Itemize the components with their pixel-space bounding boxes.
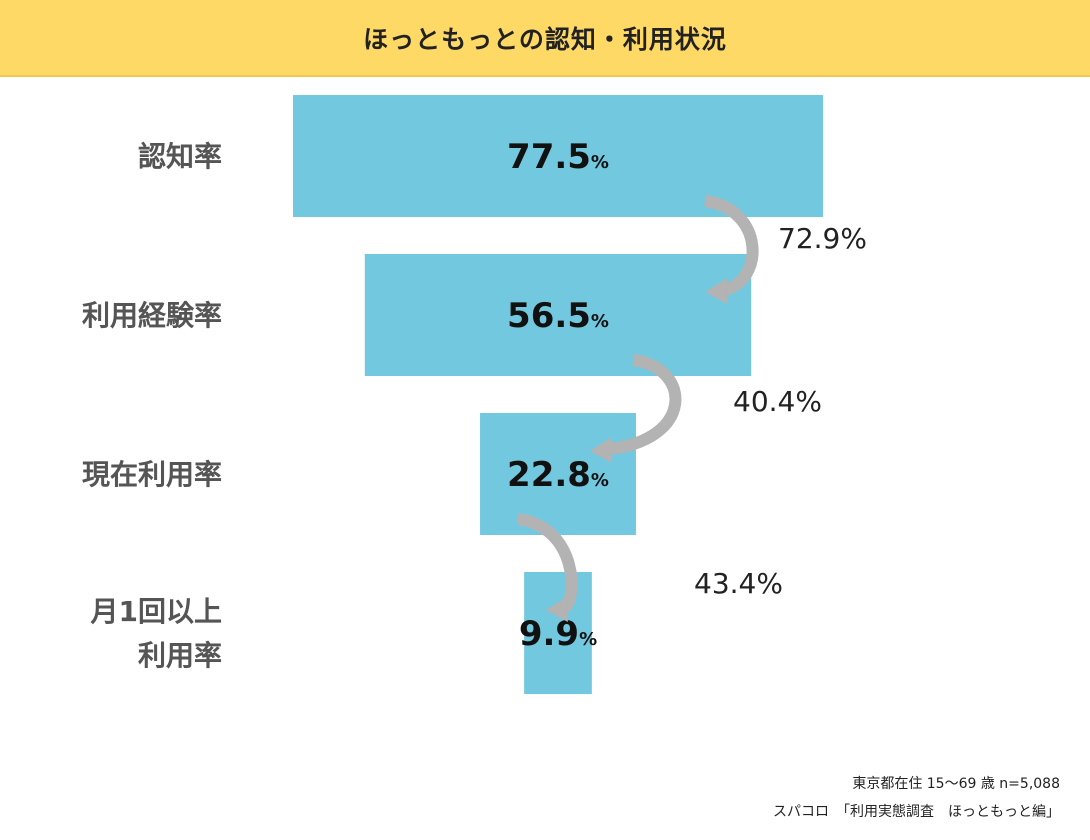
sample-note: 東京都在住 15〜69 歳 n=5,088 [852, 776, 1060, 792]
arrow-head [545, 596, 568, 622]
conversion-rate-label: 40.4% [733, 385, 822, 418]
funnel-bar [364, 254, 752, 376]
arrow-head [705, 278, 728, 304]
conversion-arrow [703, 195, 759, 296]
category-label: 認知率 [138, 140, 222, 173]
bar-value-label: 22.8% [507, 455, 609, 495]
arrow-head [589, 437, 612, 463]
funnel-bar [293, 95, 823, 217]
conversion-rate-label: 72.9% [778, 222, 867, 255]
bar-value-label: 9.9% [519, 614, 597, 654]
conversion-rate-label: 43.4% [694, 567, 783, 600]
category-label: 現在利用率 [82, 458, 222, 491]
funnel-bar [480, 413, 636, 535]
conversion-arrow [607, 354, 682, 455]
funnel-bar [524, 572, 592, 694]
bar-value-label: 56.5% [507, 296, 609, 336]
source-credit: スパコロ 「利用実態調査 ほっともっと編」 [773, 804, 1060, 820]
bar-value-label: 77.5% [507, 137, 609, 177]
category-label: 利用経験率 [82, 299, 222, 332]
source-note: 東京都在住 15〜69 歳 n=5,088 スパコロ 「利用実態調査 ほっともっ… [773, 770, 1060, 826]
title-banner: ほっともっとの認知・利用状況 [0, 0, 1090, 77]
category-label: 月1回以上 [90, 595, 222, 628]
category-label: 利用率 [138, 639, 222, 672]
chart-title: ほっともっとの認知・利用状況 [363, 24, 727, 54]
conversion-arrow [516, 513, 578, 614]
